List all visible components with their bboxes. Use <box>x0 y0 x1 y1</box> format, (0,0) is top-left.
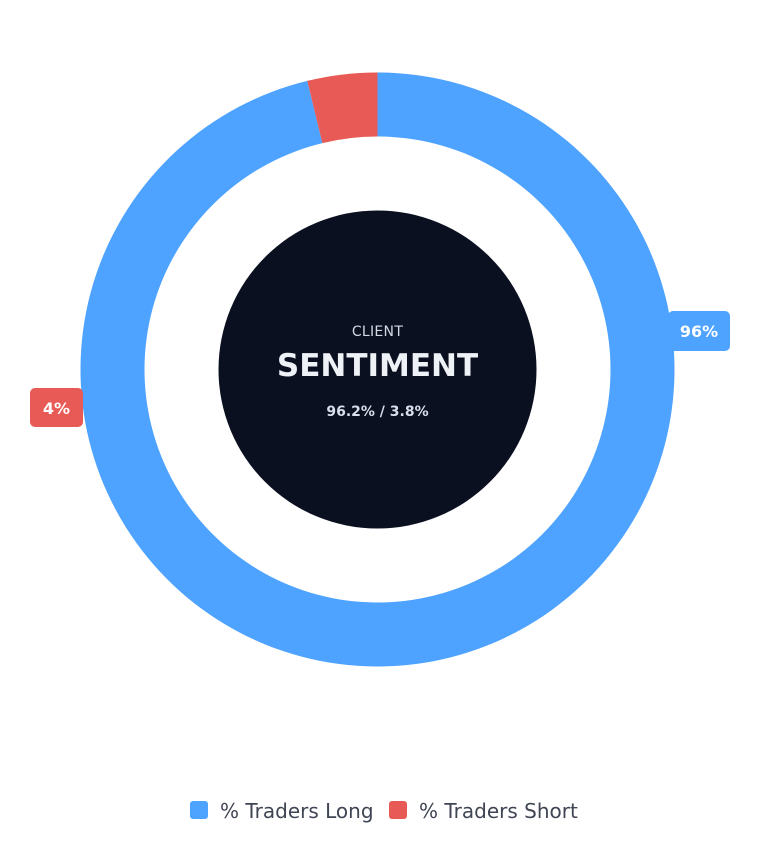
data-label-traders-long-text: 96% <box>680 322 718 341</box>
legend-label-traders-short: % Traders Short <box>419 799 578 823</box>
legend-item-traders-long[interactable]: % Traders Long <box>190 799 374 823</box>
chart-legend: % Traders Long % Traders Short <box>190 799 578 823</box>
data-label-traders-short-badge <box>30 388 83 427</box>
legend-swatch-traders-long <box>190 801 208 819</box>
center-disk <box>218 210 537 529</box>
data-label-traders-short: 4% <box>30 388 83 427</box>
legend-label-traders-long: % Traders Long <box>220 799 374 823</box>
donut-ring <box>80 72 675 667</box>
legend-swatch-traders-short <box>389 801 407 819</box>
center-title-label: SENTIMENT <box>277 348 478 384</box>
data-label-traders-long-badge <box>668 311 730 351</box>
slice-traders-short[interactable] <box>307 72 378 144</box>
legend-item-traders-short[interactable]: % Traders Short <box>389 799 578 823</box>
data-label-traders-long: 96% <box>668 311 730 351</box>
center-kicker-label: CLIENT <box>352 324 404 340</box>
data-label-traders-short-text: 4% <box>43 399 70 418</box>
center-summary-label: 96.2% / 3.8% <box>326 404 428 420</box>
